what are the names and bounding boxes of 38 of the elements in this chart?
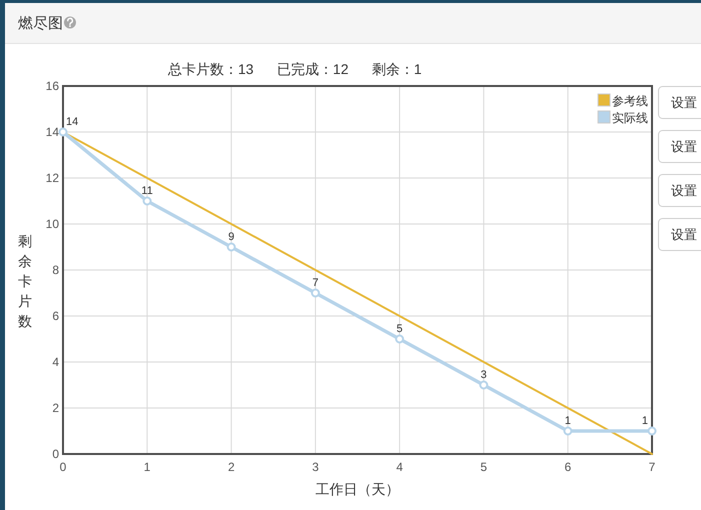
- point: [226, 242, 236, 252]
- data-label: 11: [141, 185, 153, 197]
- point: [142, 196, 152, 206]
- x-axis-title: 工作日（天）: [316, 481, 400, 497]
- y-tick-label: 2: [52, 401, 60, 415]
- x-tick-label: 3: [312, 460, 320, 474]
- x-tick-label: 1: [144, 460, 151, 474]
- point: [648, 426, 656, 436]
- chart-title: 燃尽图: [18, 15, 63, 32]
- data-label: 1: [564, 415, 571, 427]
- y-tick-label: 0: [52, 447, 60, 461]
- point: [563, 426, 572, 436]
- y-tick-label: 4: [52, 355, 60, 369]
- point: [310, 288, 320, 298]
- legend-label: 参考线: [612, 94, 648, 108]
- data-label: 5: [396, 323, 403, 335]
- chart-subtitle: 总卡片数：13 已完成：12 剩余：1: [167, 61, 422, 77]
- y-axis-title: 剩余卡片数: [18, 233, 32, 329]
- data-label: 1: [642, 415, 648, 427]
- point: [395, 334, 404, 344]
- data-label: 3: [480, 369, 487, 381]
- x-tick-label: 6: [564, 460, 572, 474]
- x-tick-label: 4: [396, 460, 404, 474]
- data-label: 9: [228, 231, 234, 243]
- y-tick-label: 6: [52, 309, 60, 323]
- y-tick-label: 14: [46, 125, 60, 139]
- x-tick-label: 5: [480, 460, 488, 474]
- data-label: 14: [66, 116, 78, 128]
- point: [479, 380, 488, 390]
- x-tick-label: 2: [228, 460, 235, 474]
- y-tick-label: 8: [52, 263, 60, 277]
- y-tick-label: 12: [46, 171, 60, 185]
- point: [58, 128, 68, 136]
- data-label: 7: [312, 277, 318, 289]
- y-tick-label: 16: [46, 79, 60, 93]
- legend-label: 实际线: [612, 111, 648, 125]
- x-tick-label: 7: [648, 460, 656, 474]
- y-tick-label: 10: [46, 217, 60, 231]
